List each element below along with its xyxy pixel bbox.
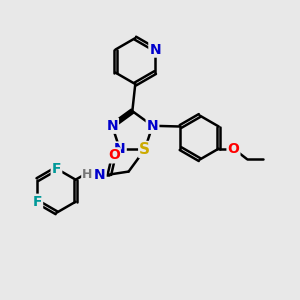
Text: F: F: [52, 162, 61, 176]
Text: N: N: [147, 119, 158, 133]
Text: N: N: [114, 142, 126, 157]
Text: O: O: [227, 142, 239, 156]
Text: N: N: [94, 167, 106, 182]
Text: F: F: [33, 195, 42, 209]
Text: H: H: [82, 168, 93, 181]
Text: O: O: [108, 148, 120, 162]
Text: S: S: [139, 142, 150, 157]
Text: N: N: [149, 43, 161, 57]
Text: N: N: [106, 119, 118, 133]
